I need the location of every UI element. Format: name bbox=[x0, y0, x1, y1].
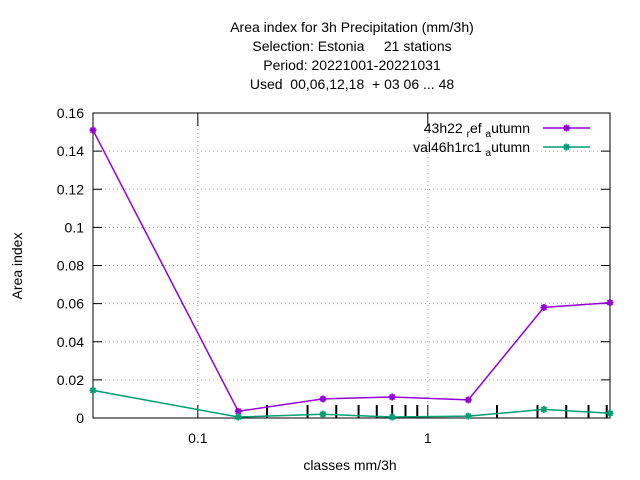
x-tick-label: 1 bbox=[424, 430, 432, 446]
legend: 43h22 ref autumn val46h1rc1 autumn bbox=[413, 120, 590, 159]
data-series bbox=[89, 126, 614, 421]
legend-label-0: 43h22 ref autumn bbox=[424, 120, 530, 140]
y-tick-label: 0.16 bbox=[57, 105, 84, 121]
series-0-point bbox=[388, 393, 396, 401]
series-1-point bbox=[606, 409, 614, 417]
legend-marker-1 bbox=[563, 143, 570, 151]
y-tick-label: 0 bbox=[76, 410, 84, 426]
y-tick-label: 0.06 bbox=[57, 296, 84, 312]
y-axis-label: Area index bbox=[9, 233, 25, 300]
series-1-point bbox=[319, 410, 327, 418]
chart-title: Area index for 3h Precipitation (mm/3h) … bbox=[230, 19, 474, 92]
y-tick-label: 0.04 bbox=[57, 334, 84, 350]
axis-ticks bbox=[93, 112, 610, 419]
legend-marker-0 bbox=[563, 124, 570, 132]
series-0-point bbox=[319, 395, 327, 403]
series-1-line bbox=[92, 389, 611, 418]
title-line-2: Selection: Estonia 21 stations bbox=[252, 38, 451, 54]
x-axis-label: classes mm/3h bbox=[303, 457, 396, 473]
title-line-3: Period: 20221001-20221031 bbox=[263, 57, 441, 73]
series-0-point bbox=[464, 396, 472, 404]
y-tick-label: 0.1 bbox=[65, 219, 85, 235]
series-0-line bbox=[92, 129, 611, 413]
legend-label-1: val46h1rc1 autumn bbox=[413, 139, 530, 159]
title-line-4: Used 00,06,12,18 + 03 06 ... 48 bbox=[250, 76, 455, 92]
series-1-point bbox=[388, 413, 396, 421]
plot-frame bbox=[92, 112, 611, 419]
series-0-point bbox=[89, 126, 97, 134]
series-1-point bbox=[234, 413, 242, 421]
title-line-1: Area index for 3h Precipitation (mm/3h) bbox=[230, 19, 474, 35]
y-tick-label: 0.08 bbox=[57, 258, 84, 274]
series-1-point bbox=[89, 386, 97, 394]
y-tick-label: 0.12 bbox=[57, 181, 84, 197]
y-tick-label: 0.14 bbox=[57, 143, 84, 159]
series-1-point bbox=[464, 412, 472, 420]
series-0-point bbox=[606, 299, 614, 307]
y-tick-label: 0.02 bbox=[57, 372, 84, 388]
grid-lines bbox=[93, 113, 610, 418]
x-tick-label: 0.1 bbox=[188, 430, 208, 446]
series-1-point bbox=[540, 405, 548, 413]
series-0-point bbox=[540, 303, 548, 311]
legend-swatches bbox=[543, 124, 590, 151]
series-0-point bbox=[234, 407, 242, 415]
tick-labels: 0 0.02 0.04 0.06 0.08 0.1 0.12 0.14 0.16 0.1 1 bbox=[57, 105, 432, 446]
